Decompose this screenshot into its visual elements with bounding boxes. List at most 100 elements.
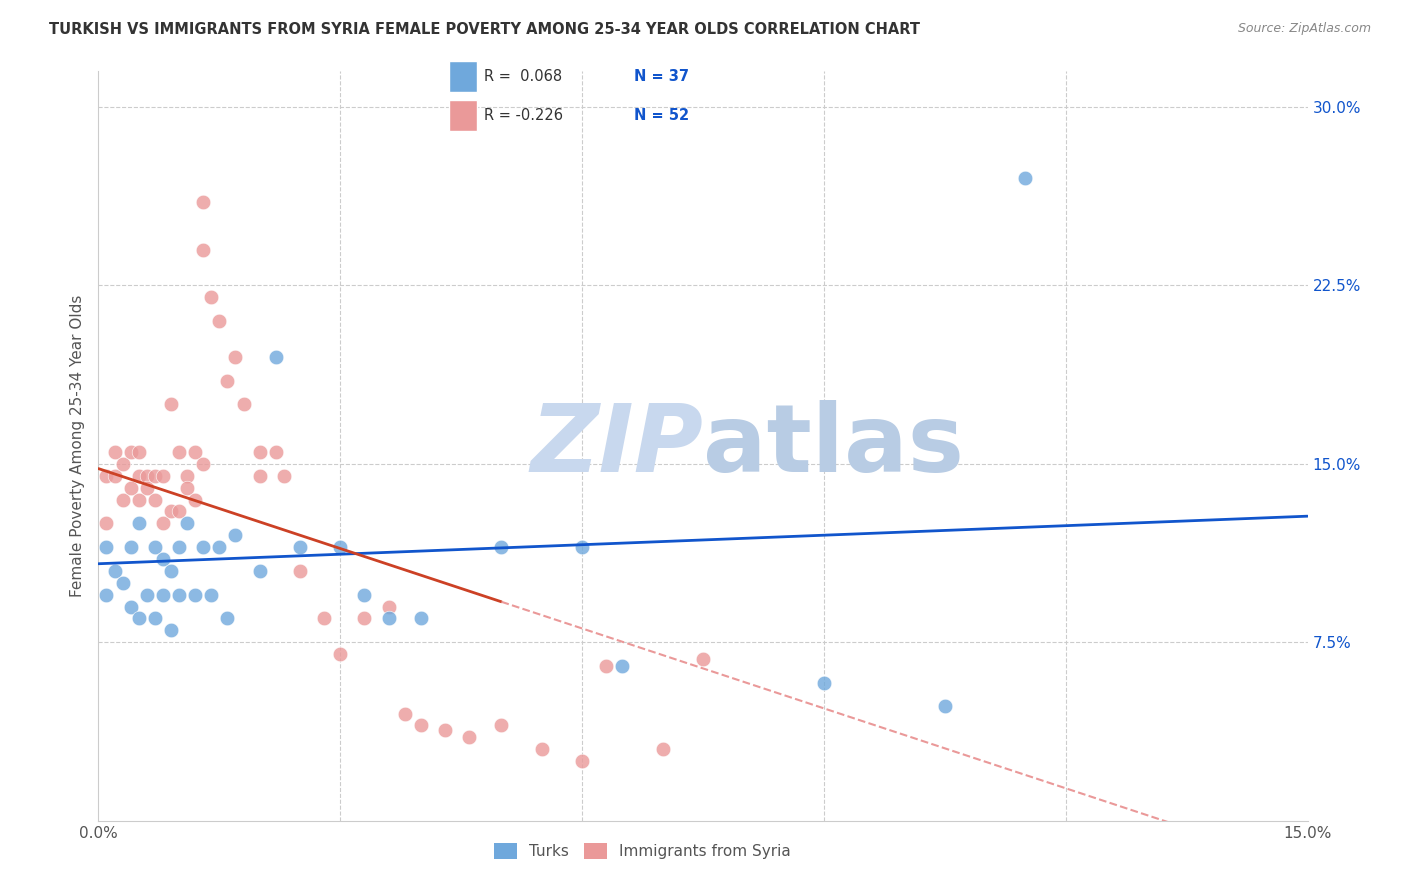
Point: [288, 564, 311, 578]
Point: [530, 742, 553, 756]
Point: [120, 540, 142, 554]
Point: [160, 564, 183, 578]
Point: [329, 540, 352, 554]
Point: [143, 492, 166, 507]
Text: N = 37: N = 37: [634, 69, 689, 84]
Point: [96, 516, 118, 531]
Point: [184, 588, 207, 602]
Point: [128, 516, 150, 531]
Point: [128, 468, 150, 483]
Point: [813, 675, 835, 690]
Point: [152, 552, 174, 566]
Point: [232, 397, 254, 411]
Point: [353, 588, 375, 602]
Point: [571, 754, 593, 768]
Point: [409, 718, 432, 732]
Point: [128, 492, 150, 507]
Point: [152, 516, 174, 531]
Point: [692, 652, 714, 666]
Point: [120, 599, 142, 614]
Point: [409, 611, 432, 625]
Point: [96, 468, 118, 483]
Point: [176, 516, 198, 531]
Point: [184, 445, 207, 459]
Text: R = -0.226: R = -0.226: [484, 108, 562, 123]
Point: [353, 611, 375, 625]
Point: [103, 445, 125, 459]
Point: [152, 588, 174, 602]
Point: [491, 540, 513, 554]
Point: [249, 468, 271, 483]
Point: [111, 575, 134, 590]
Point: [217, 611, 239, 625]
Point: [193, 457, 215, 471]
Point: [208, 540, 231, 554]
Point: [217, 374, 239, 388]
Point: [208, 314, 231, 328]
Point: [193, 195, 215, 210]
Point: [120, 445, 142, 459]
Text: N = 52: N = 52: [634, 108, 689, 123]
Bar: [449, 62, 477, 92]
Point: [176, 468, 198, 483]
Point: [167, 504, 190, 518]
Point: [595, 659, 617, 673]
Point: [612, 659, 634, 673]
Legend: Turks, Immigrants from Syria: Turks, Immigrants from Syria: [488, 838, 797, 865]
Point: [135, 481, 157, 495]
Point: [934, 699, 956, 714]
Point: [193, 243, 215, 257]
Point: [193, 540, 215, 554]
Point: [651, 742, 673, 756]
Point: [143, 540, 166, 554]
Point: [152, 468, 174, 483]
Point: [176, 481, 198, 495]
Point: [249, 445, 271, 459]
Point: [143, 468, 166, 483]
Point: [135, 588, 157, 602]
Bar: [449, 100, 477, 130]
Point: [96, 540, 118, 554]
Point: [167, 445, 190, 459]
Point: [249, 564, 271, 578]
Point: [128, 445, 150, 459]
Point: [314, 611, 336, 625]
Point: [394, 706, 416, 721]
Point: [135, 468, 157, 483]
Point: [111, 457, 134, 471]
Point: [96, 588, 118, 602]
Point: [167, 540, 190, 554]
Point: [377, 599, 399, 614]
Point: [120, 481, 142, 495]
Point: [224, 350, 246, 364]
Point: [160, 624, 183, 638]
Point: [160, 504, 183, 518]
Text: TURKISH VS IMMIGRANTS FROM SYRIA FEMALE POVERTY AMONG 25-34 YEAR OLDS CORRELATIO: TURKISH VS IMMIGRANTS FROM SYRIA FEMALE …: [49, 22, 920, 37]
Point: [184, 492, 207, 507]
Point: [434, 723, 457, 738]
Point: [329, 647, 352, 661]
Point: [1014, 171, 1036, 186]
Point: [160, 397, 183, 411]
Point: [377, 611, 399, 625]
Point: [571, 540, 593, 554]
Point: [167, 588, 190, 602]
Point: [288, 540, 311, 554]
Point: [128, 611, 150, 625]
Text: atlas: atlas: [703, 400, 965, 492]
Point: [224, 528, 246, 542]
Text: Source: ZipAtlas.com: Source: ZipAtlas.com: [1237, 22, 1371, 36]
Point: [111, 492, 134, 507]
Y-axis label: Female Poverty Among 25-34 Year Olds: Female Poverty Among 25-34 Year Olds: [69, 295, 84, 597]
Point: [200, 290, 222, 304]
Point: [103, 564, 125, 578]
Point: [458, 731, 481, 745]
Point: [143, 611, 166, 625]
Point: [264, 445, 287, 459]
Point: [491, 718, 513, 732]
Text: R =  0.068: R = 0.068: [484, 69, 562, 84]
Point: [273, 468, 295, 483]
Point: [103, 468, 125, 483]
Point: [264, 350, 287, 364]
Point: [200, 588, 222, 602]
